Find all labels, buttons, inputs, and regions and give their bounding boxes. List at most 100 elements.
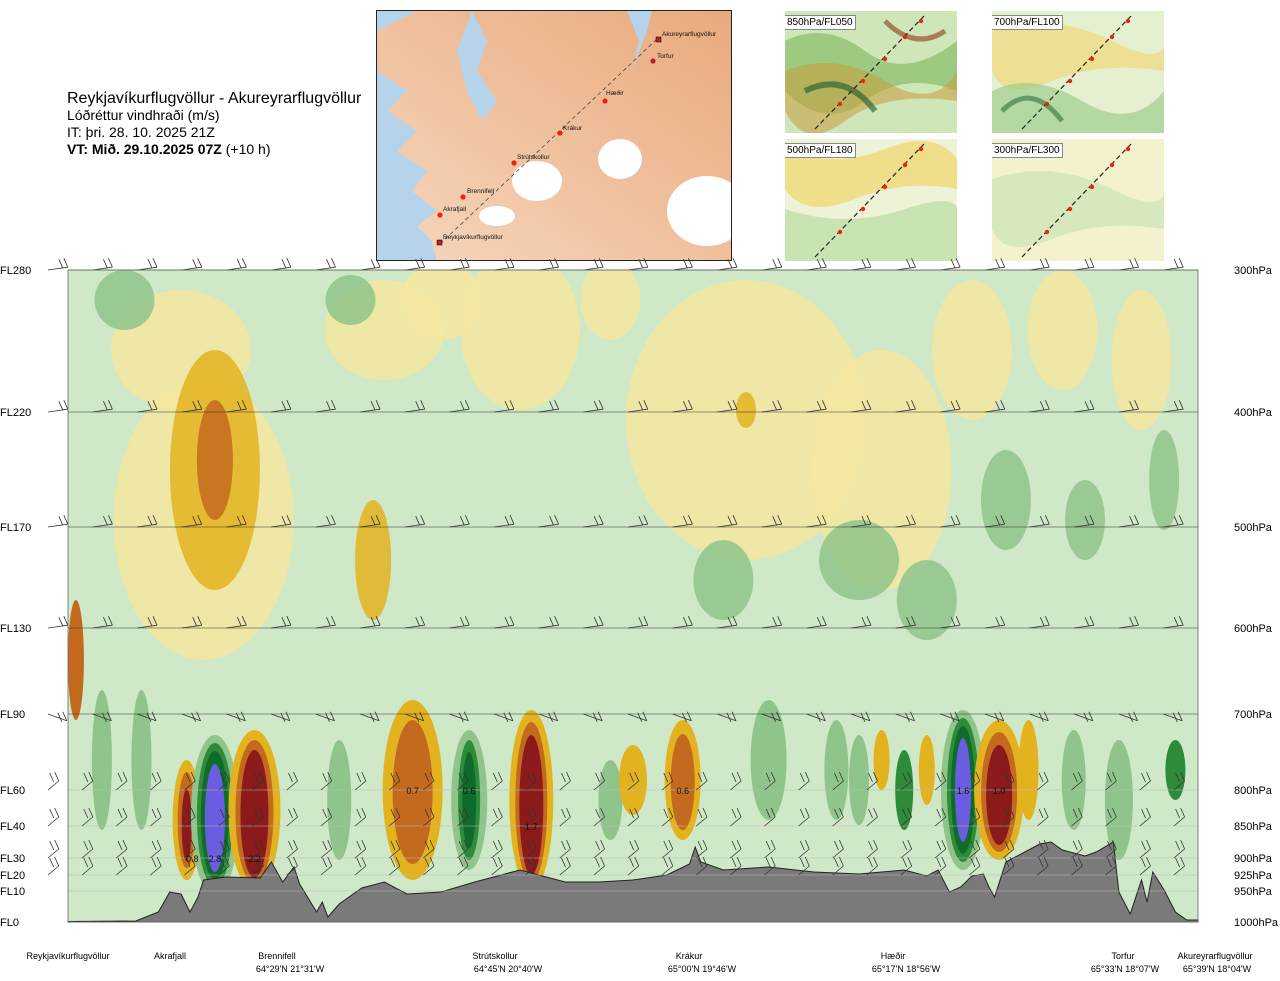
barb-feather [683, 401, 688, 411]
barb-feather [527, 772, 532, 783]
barb-feather [702, 771, 708, 782]
barb-feather [395, 856, 401, 867]
cell-label-6: 0.6 [676, 786, 689, 796]
barb-staff [851, 523, 871, 528]
barb-feather [1128, 712, 1133, 722]
plot-frame [67, 269, 1199, 923]
thumb-700hpa[interactable]: 700hPa/FL100 [992, 11, 1164, 133]
barb-staff [218, 816, 230, 827]
barb-feather [192, 401, 198, 411]
barb-staff [388, 848, 401, 859]
barb-feather [224, 839, 230, 850]
barb-staff [1173, 816, 1185, 827]
barb-feather [1107, 840, 1112, 851]
barb-feather [1077, 771, 1083, 782]
barb-feather [293, 856, 298, 867]
barb-feather [236, 516, 242, 526]
left-axis-label: FL30 [0, 853, 25, 865]
barb-feather [561, 857, 566, 868]
barb-staff [1037, 816, 1049, 827]
left-axis-label: FL0 [0, 917, 19, 929]
barb-staff [672, 713, 692, 722]
barb-feather [374, 711, 380, 721]
barb-staff [761, 713, 781, 722]
barb-feather [190, 856, 196, 867]
barb-feather [1180, 771, 1185, 782]
barb-staff [47, 713, 67, 722]
barb-feather [731, 772, 737, 783]
barb-feather [553, 711, 558, 721]
barb-staff [1105, 848, 1117, 859]
barb-staff [695, 865, 708, 876]
barb-staff [900, 848, 912, 859]
barb-feather [554, 400, 559, 410]
barb-feather [509, 400, 515, 410]
barb-staff [449, 266, 470, 271]
barb-feather [286, 616, 292, 626]
barb-staff [252, 865, 264, 876]
barb-staff [1029, 408, 1050, 413]
barb-feather [497, 807, 503, 818]
barb-feather [464, 400, 470, 410]
barb-feather [1038, 772, 1044, 783]
barb-staff [1074, 408, 1095, 413]
barb-feather [54, 807, 60, 818]
barb-staff [181, 266, 202, 271]
barb-staff [764, 816, 776, 827]
barb-feather [821, 515, 827, 525]
barb-staff [47, 408, 68, 413]
barb-staff [761, 266, 782, 271]
barb-staff [1105, 816, 1117, 827]
barb-feather [197, 616, 203, 626]
barb-feather [254, 772, 259, 783]
barb-feather [999, 711, 1005, 721]
barb-staff [984, 624, 1005, 629]
barb-feather [532, 771, 537, 782]
barb-staff [968, 780, 981, 791]
barb-feather [772, 617, 778, 627]
barb-feather [1180, 856, 1185, 867]
barb-feather [429, 856, 435, 867]
barb-staff [491, 848, 503, 859]
barb-feather [1043, 711, 1049, 721]
barb-feather [936, 808, 942, 819]
barb-feather [420, 515, 426, 525]
barb-feather [1009, 771, 1015, 782]
barb-feather [554, 616, 559, 626]
barb-feather [280, 712, 286, 722]
barb-feather [190, 807, 196, 818]
thumb-300hpa-label: 300hPa/FL300 [992, 143, 1063, 158]
thumb-850hpa[interactable]: 850hPa/FL050 [785, 11, 957, 133]
barb-staff [627, 624, 648, 629]
barb-staff [494, 523, 515, 528]
thumb-500hpa[interactable]: 500hPa/FL180 [785, 139, 957, 261]
thumb-300hpa[interactable]: 300hPa/FL300 [992, 139, 1164, 261]
barb-feather [600, 807, 605, 818]
barb-staff [354, 865, 367, 876]
barb-feather [1077, 807, 1083, 818]
barb-staff [761, 624, 782, 629]
barb-staff [1118, 713, 1138, 722]
barb-feather [219, 808, 225, 819]
barb-feather [598, 400, 604, 410]
barb-feather [322, 808, 328, 819]
barb-feather [458, 772, 464, 783]
barb-feather [861, 259, 867, 269]
barb-feather [1180, 807, 1185, 818]
barb-feather [147, 401, 153, 411]
barb-feather [995, 516, 1001, 526]
waypoint-name: Hæðir [881, 951, 906, 961]
barb-feather [1038, 840, 1044, 851]
barb-feather [668, 807, 674, 818]
barb-feather [497, 839, 503, 850]
barb-feather [235, 712, 241, 722]
barb-staff [47, 865, 59, 876]
field-blob-22 [1149, 430, 1180, 530]
barb-feather [83, 840, 89, 851]
barb-feather [598, 258, 604, 268]
barb-feather [595, 857, 600, 868]
barb-staff [1003, 848, 1015, 859]
map-label-reykjavik: Reykjavíkurflugvöllur [443, 234, 504, 241]
barb-feather [941, 771, 947, 782]
barb-staff [47, 780, 59, 791]
